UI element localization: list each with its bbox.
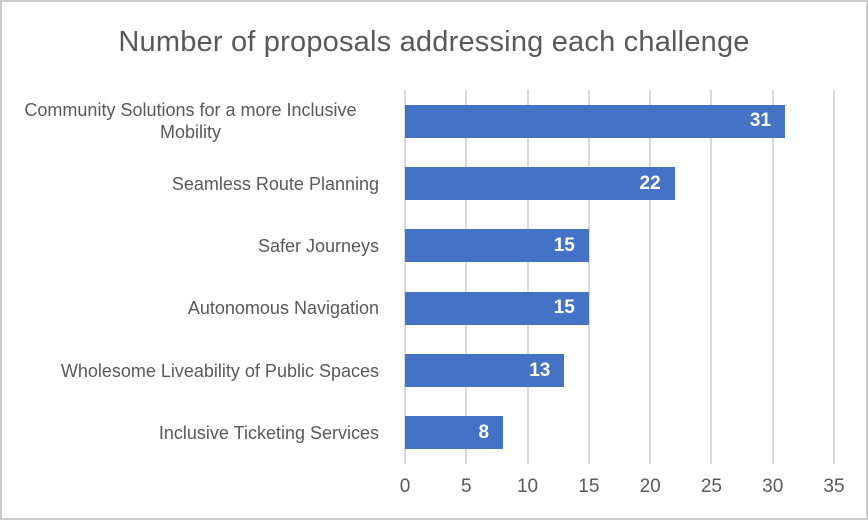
- x-tick-label: 30: [762, 476, 784, 497]
- category-label: Autonomous Navigation: [187, 298, 379, 319]
- data-label: 8: [478, 421, 490, 443]
- gridline: [771, 90, 774, 464]
- gridline: [404, 90, 406, 464]
- gridline: [526, 90, 529, 464]
- category-label: Wholesome Liveability of Public Spaces: [60, 360, 379, 381]
- data-label: 31: [749, 110, 771, 132]
- bar: 13: [405, 354, 565, 387]
- bar: 8: [405, 416, 504, 450]
- gridline: [833, 90, 835, 464]
- category-label: Safer Journeys: [257, 235, 379, 256]
- x-tick-label: 20: [639, 476, 661, 497]
- data-label: 13: [529, 359, 551, 381]
- bar: 31: [405, 104, 785, 138]
- category-label: Community Solutions for a more Inclusive…: [24, 100, 357, 143]
- x-tick-label: 10: [516, 476, 539, 497]
- x-tick-label: 0: [399, 476, 411, 497]
- bar: 15: [405, 229, 589, 263]
- x-tick-label: 35: [823, 476, 845, 497]
- gridline: [587, 90, 590, 464]
- bar: 15: [405, 291, 589, 325]
- gridline: [710, 90, 713, 464]
- bar: 22: [405, 167, 675, 200]
- category-label: Inclusive Ticketing Services: [158, 422, 379, 443]
- data-label: 15: [553, 297, 575, 319]
- category-label: Seamless Route Planning: [171, 173, 379, 194]
- gridline: [649, 90, 652, 464]
- x-tick-label: 15: [578, 476, 600, 497]
- plot-area: 31 22 15 15 13 8: [404, 90, 835, 464]
- x-tick-label: 25: [700, 476, 722, 497]
- gridline: [465, 90, 468, 464]
- data-label: 22: [639, 172, 661, 194]
- chart-title: Number of proposals addressing each chal…: [118, 26, 750, 58]
- data-label: 15: [553, 234, 575, 256]
- x-tick-label: 5: [460, 476, 472, 497]
